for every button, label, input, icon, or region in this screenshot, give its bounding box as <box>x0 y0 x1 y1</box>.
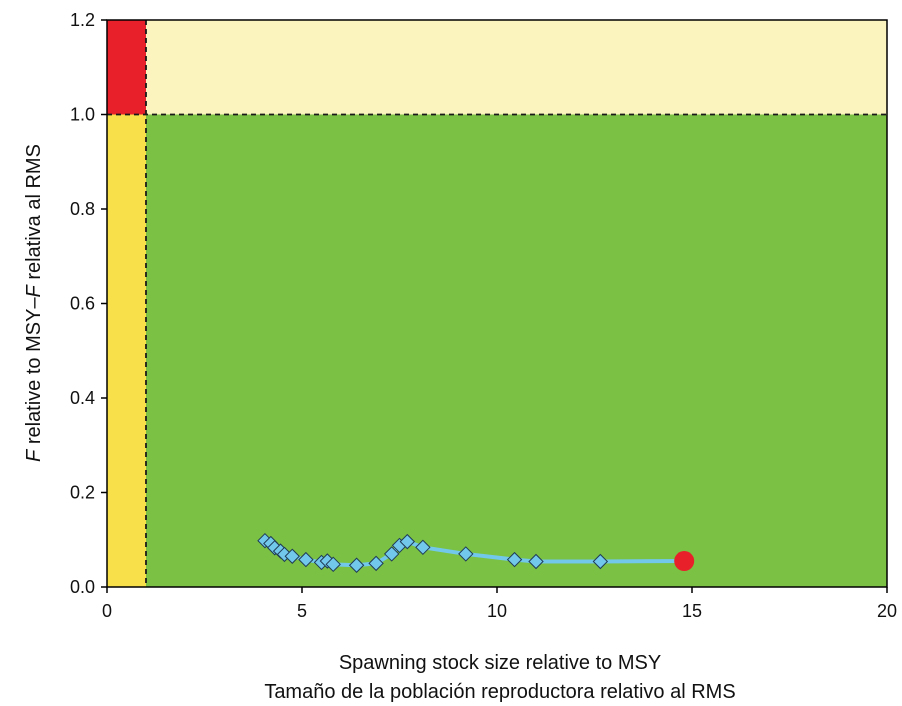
data-point <box>506 551 523 568</box>
y-tick-label: 0.8 <box>70 199 95 219</box>
current-status <box>674 551 695 572</box>
current-point <box>674 551 695 572</box>
x-axis-ticks: 0 5 10 15 20 <box>102 587 897 621</box>
reference-lines <box>107 20 887 587</box>
trajectory-points <box>257 532 609 573</box>
x-tick-label: 20 <box>877 601 897 621</box>
x-tick-label: 15 <box>682 601 702 621</box>
data-point <box>298 551 314 568</box>
y-axis-ticks: 0.0 0.2 0.4 0.6 0.8 1.0 1.2 <box>70 10 107 597</box>
zone-overfishing-only <box>146 20 887 115</box>
data-point <box>415 539 431 556</box>
y-tick-label: 1.2 <box>70 10 95 30</box>
y-axis-title-part: relativa al RMS <box>23 144 45 285</box>
zone-overfished-and-overfishing <box>107 20 146 115</box>
data-point <box>348 557 365 573</box>
data-point <box>368 555 384 572</box>
x-tick-label: 10 <box>487 601 507 621</box>
zone-healthy <box>146 114 887 587</box>
y-tick-label: 0.6 <box>70 294 95 314</box>
y-tick-label: 0.2 <box>70 483 95 503</box>
y-axis-title-part: F <box>23 448 45 462</box>
data-point <box>592 553 609 570</box>
y-tick-label: 0.0 <box>70 577 95 597</box>
data-point <box>383 546 400 562</box>
y-tick-label: 0.4 <box>70 388 95 408</box>
data-point <box>528 553 544 570</box>
x-tick-label: 5 <box>297 601 307 621</box>
y-axis-title-part: F <box>23 283 45 297</box>
data-point <box>399 533 416 550</box>
zone-overfished-only <box>107 114 146 587</box>
data-point <box>325 556 341 573</box>
x-axis-title-spanish: Tamaño de la población reproductora rela… <box>264 681 735 703</box>
data-point <box>458 546 474 562</box>
status-zones <box>107 20 887 587</box>
y-axis-title-part: relative to MSY– <box>23 297 45 450</box>
x-tick-label: 0 <box>102 601 112 621</box>
y-axis-title: F relative to MSY–F relativa al RMS <box>23 144 45 462</box>
data-point <box>284 548 300 564</box>
x-axis-title-english: Spawning stock size relative to MSY <box>339 652 661 674</box>
y-tick-label: 1.0 <box>70 105 95 125</box>
